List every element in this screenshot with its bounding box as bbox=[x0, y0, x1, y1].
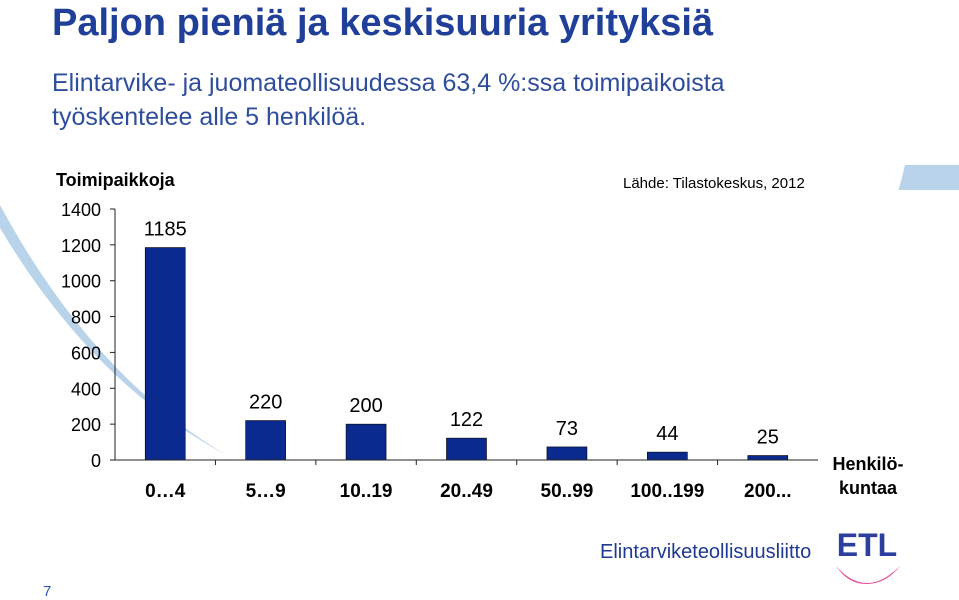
bar bbox=[144, 247, 186, 461]
y-tick-label: 1200 bbox=[61, 236, 101, 256]
slide-title: Paljon pieniä ja keskisuuria yrityksiä bbox=[52, 2, 714, 44]
x-axis-label-line-2: kuntaa bbox=[839, 478, 898, 498]
etl-logo: ETL bbox=[836, 527, 900, 584]
y-tick-label: 400 bbox=[71, 379, 101, 399]
bar bbox=[647, 451, 688, 461]
bar bbox=[245, 420, 286, 461]
x-tick-label: 10..19 bbox=[340, 481, 393, 502]
bar-value-label: 220 bbox=[249, 392, 282, 414]
bar-value-label: 200 bbox=[349, 395, 382, 417]
x-tick-label: 50..99 bbox=[541, 481, 594, 502]
footer-organization: Elintarviketeollisuusliitto bbox=[600, 541, 812, 563]
page-number: 7 bbox=[43, 583, 52, 600]
bar bbox=[546, 446, 588, 461]
source-note: Lähde: Tilastokeskus, 2012 bbox=[623, 175, 805, 192]
y-tick-label: 600 bbox=[71, 343, 101, 363]
x-tick-label: 100..199 bbox=[630, 481, 704, 502]
y-tick-label: 200 bbox=[71, 415, 101, 435]
bar-value-label: 44 bbox=[656, 423, 678, 445]
slide-subtitle: Elintarvike- ja juomateollisuudessa 63,4… bbox=[52, 69, 725, 131]
x-tick-label: 5…9 bbox=[246, 481, 286, 502]
x-tick-label: 20..49 bbox=[440, 481, 493, 502]
bar bbox=[747, 455, 789, 461]
x-tick-label: 200... bbox=[744, 481, 792, 502]
y-axis-label: Toimipaikkoja bbox=[56, 170, 176, 190]
y-tick-label: 1400 bbox=[61, 200, 101, 220]
bar bbox=[446, 437, 487, 461]
bar-value-label: 25 bbox=[757, 427, 779, 449]
bar-value-label: 1185 bbox=[144, 219, 187, 241]
y-tick-label: 1000 bbox=[61, 272, 101, 292]
etl-logo-smile-icon bbox=[836, 566, 900, 584]
y-tick-label: 0 bbox=[91, 451, 101, 471]
etl-logo-text: ETL bbox=[837, 527, 897, 563]
y-tick-label: 800 bbox=[71, 308, 101, 328]
bar-value-label: 122 bbox=[450, 409, 483, 431]
bar-value-label: 73 bbox=[556, 418, 578, 440]
bar bbox=[345, 423, 387, 461]
x-tick-label: 0…4 bbox=[145, 481, 186, 502]
x-axis-label-line-1: Henkilö- bbox=[832, 454, 903, 474]
